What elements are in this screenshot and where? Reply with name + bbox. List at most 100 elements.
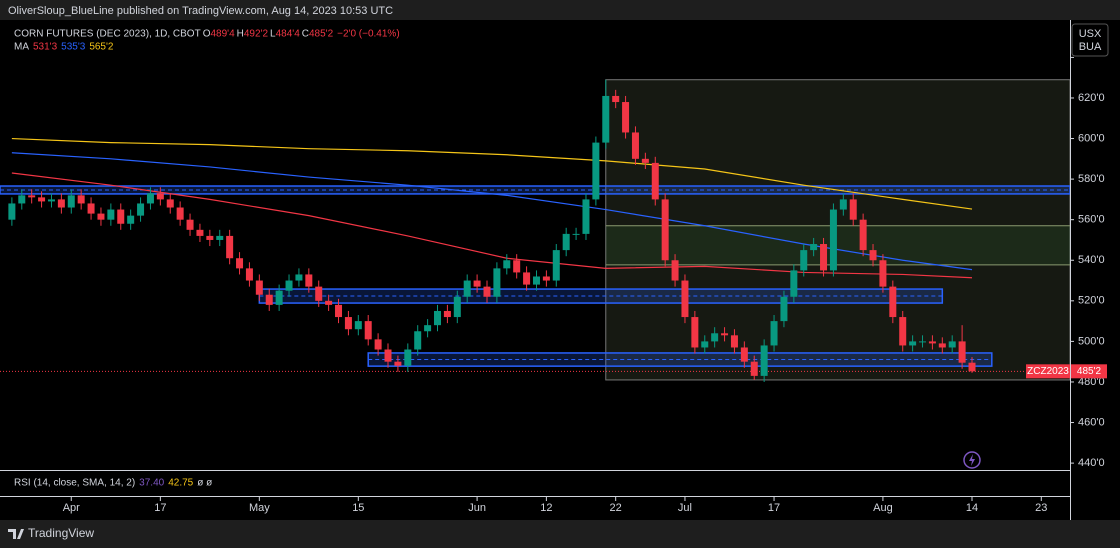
candle-body (651, 162, 659, 200)
candle-body (87, 203, 95, 214)
candle-body (839, 199, 847, 210)
candle-body (701, 341, 709, 348)
candle-body (750, 361, 758, 376)
candle-body (196, 229, 204, 236)
x-tick-label: Jun (468, 502, 486, 514)
candle-body (18, 195, 26, 204)
moving-average (11, 137, 973, 210)
x-tick-label: Aug (873, 502, 893, 514)
symbol-title: CORN FUTURES (DEC 2023), 1D, CBOT (14, 29, 201, 40)
x-tick-label: May (249, 502, 270, 514)
candle-body (958, 341, 966, 363)
rsi-value: 37.40 (139, 478, 164, 489)
candle-body (47, 199, 55, 202)
y-tick-label: 440'0 (1078, 457, 1105, 469)
candle-body (374, 339, 382, 350)
brand-logo (8, 529, 24, 539)
candle-body (305, 274, 313, 287)
candle-body (711, 333, 719, 342)
candle-body (453, 296, 461, 318)
candle-body (285, 280, 293, 291)
candle-body (780, 296, 788, 322)
candle-body (661, 199, 669, 261)
candle-body (176, 207, 184, 220)
ma-value: 535'3 (61, 42, 86, 53)
candle-body (631, 132, 639, 159)
candle-body (28, 195, 36, 198)
brand: TradingView (28, 526, 94, 540)
y-tick-label: 560'0 (1078, 214, 1105, 226)
candle-body (849, 199, 857, 220)
currency-box[interactable] (1071, 23, 1109, 57)
symbol-tag (1026, 364, 1070, 379)
candle-body (97, 213, 105, 220)
candle-body (117, 209, 125, 224)
ma-label: MA (14, 42, 29, 53)
candle-body (493, 268, 501, 297)
x-tick-label: 23 (1035, 502, 1047, 514)
y-tick-label: 460'0 (1078, 416, 1105, 428)
candle-body (820, 244, 828, 271)
candle-body (8, 203, 16, 220)
candle-body (641, 158, 649, 163)
alert-icon[interactable] (963, 451, 981, 469)
candle-body (57, 199, 65, 208)
x-tick-label: 22 (610, 502, 622, 514)
candle-body (592, 142, 600, 200)
candle-body (146, 193, 154, 204)
candle-body (810, 244, 818, 251)
candle-body (829, 209, 837, 271)
candle-body (899, 317, 907, 346)
x-tick-label: 17 (154, 502, 166, 514)
candle-body (38, 197, 46, 202)
candle-body (255, 280, 263, 295)
candle-body (424, 325, 432, 332)
currency: USX (1079, 28, 1102, 40)
candle-body (295, 274, 303, 281)
candle-body (463, 280, 471, 297)
candle-body (473, 280, 481, 287)
candle-body (542, 276, 550, 281)
candle-body (344, 317, 352, 330)
candle-body (483, 286, 491, 297)
alert-icon-bolt (969, 454, 975, 466)
candle-body (721, 333, 729, 336)
candle-body (552, 250, 560, 281)
candle-body (800, 250, 808, 271)
ohlc-key: L (270, 29, 276, 40)
candle-body (394, 361, 402, 366)
candle-body (879, 260, 887, 287)
candle-body (127, 215, 135, 224)
plot-area (0, 79, 1070, 382)
candle-body (107, 209, 115, 220)
published-text: OliverSloup_BlueLine published on Tradin… (8, 5, 393, 17)
candle-body (265, 294, 273, 305)
candle-body (622, 102, 630, 133)
symbol-tag-label: ZCZ2023 (1027, 366, 1069, 377)
x-tick-label: Apr (63, 502, 80, 514)
candle-body (928, 341, 936, 344)
candle-body (730, 335, 738, 348)
candle-body (671, 260, 679, 281)
candle-body (404, 349, 412, 366)
candle-body (384, 349, 392, 362)
unit: BUA (1079, 41, 1102, 53)
ohlc-key: C (302, 29, 309, 40)
x-tick-label: 15 (352, 502, 364, 514)
candle-body (968, 362, 976, 372)
ma-value: 565'2 (89, 42, 114, 53)
candle-body (562, 233, 570, 251)
y-tick-label: 600'0 (1078, 132, 1105, 144)
top-bar (0, 0, 1120, 20)
candle-body (137, 203, 145, 216)
x-tick-label: 12 (540, 502, 552, 514)
candle-body (572, 233, 580, 235)
position-profit (605, 225, 1070, 265)
candle-body (156, 193, 164, 200)
candle-body (325, 300, 333, 305)
candle-body (859, 219, 867, 251)
ohlc-key: H (237, 29, 244, 40)
candle-body (612, 95, 620, 103)
candle-body (335, 304, 343, 318)
y-tick-label: 580'0 (1078, 173, 1105, 185)
